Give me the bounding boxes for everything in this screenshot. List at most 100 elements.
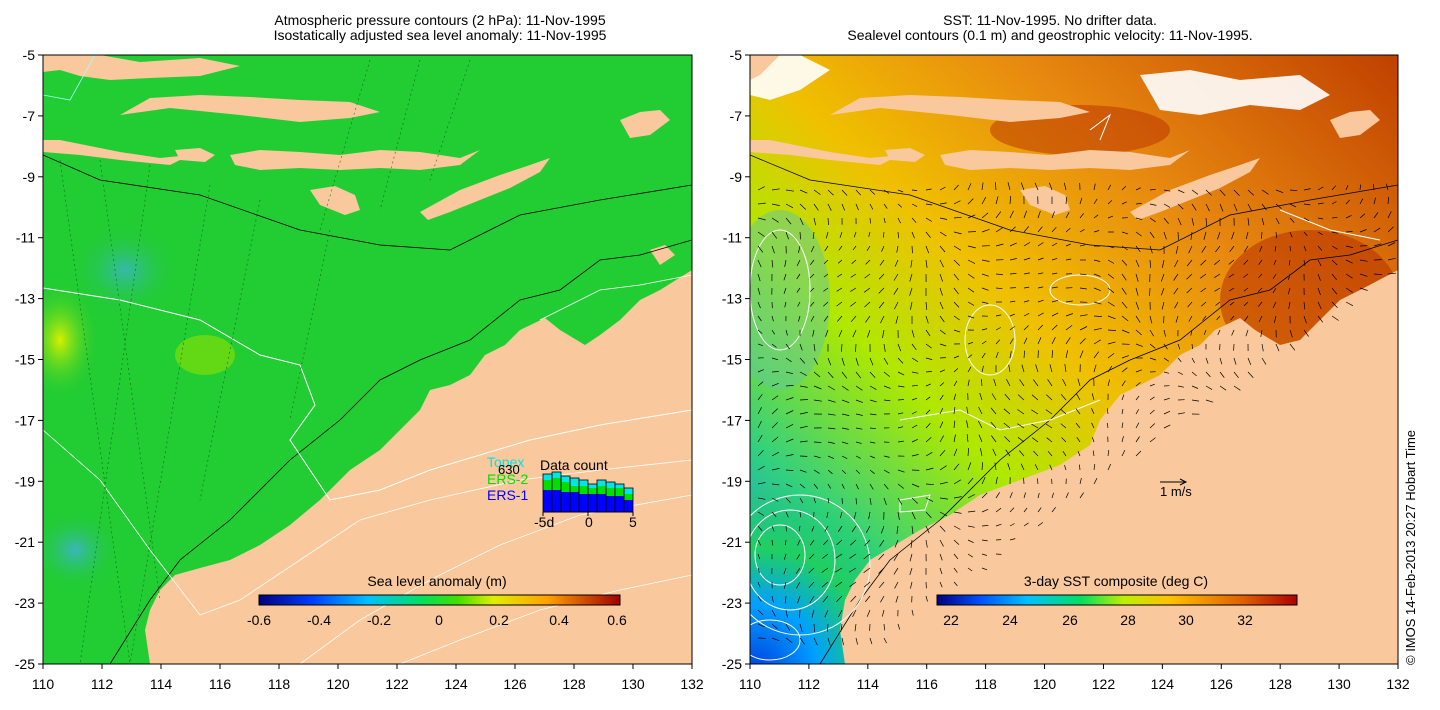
velocity-arrow [827,371,834,379]
velocity-arrow [1051,272,1058,275]
velocity-arrow [868,511,871,520]
velocity-arrow [953,245,961,251]
velocity-arrow [953,368,959,373]
velocity-arrow [967,539,974,544]
velocity-arrow [823,273,829,278]
velocity-arrow [1049,182,1053,191]
velocity-arrow [757,287,761,295]
velocity-arrow [1177,412,1185,415]
velocity-arrow [953,407,956,415]
velocity-arrow [925,203,933,206]
velocity-arrow [771,539,774,546]
velocity-arrow [1009,492,1013,499]
left-y-tick-label: -15 [15,352,35,368]
velocity-arrow [1200,259,1207,266]
velocity-arrow [1191,343,1194,350]
velocity-arrow [757,449,764,457]
velocity-arrow [939,273,943,282]
velocity-arrow [1079,338,1086,345]
velocity-arrow [1190,231,1193,240]
velocity-arrow [1230,315,1235,321]
velocity-arrow [1359,259,1368,262]
velocity-arrow [869,637,873,645]
velocity-arrow [1229,301,1235,306]
velocity-arrow [1331,245,1338,250]
velocity-arrow [1275,203,1282,209]
velocity-arrow [911,245,913,254]
velocity-arrow [1079,314,1088,317]
velocity-arrow [1205,357,1209,364]
velocity-arrow [925,525,930,534]
velocity-arrow [1135,422,1140,429]
velocity-arrow [785,609,788,618]
velocity-arrow [1303,259,1306,267]
velocity-arrow [1317,245,1323,251]
velocity-arrow [1065,350,1069,359]
velocity-arrow [796,553,801,560]
velocity-arrow [967,183,972,191]
velocity-arrow [1061,437,1067,443]
right-x-tick-label: 114 [857,676,880,692]
velocity-arrow [1359,273,1368,277]
velocity-arrow [1345,273,1353,279]
velocity-arrow [1387,257,1396,261]
velocity-arrow [813,385,822,390]
velocity-arrow [771,231,778,239]
sst-tick: 22 [943,612,959,628]
right-x-tick-label: 128 [1269,676,1293,692]
velocity-arrow [813,497,816,504]
velocity-arrow [1260,329,1263,337]
legend-ers2: ERS-2 [487,471,528,487]
velocity-arrow [799,425,808,429]
velocity-arrow [1023,522,1029,527]
velocity-arrow [897,189,904,193]
data-count-bars [542,471,634,516]
velocity-arrow [925,497,934,502]
velocity-arrow [841,637,844,646]
velocity-arrow [1023,507,1028,513]
velocity-arrow [1205,385,1213,390]
velocity-arrow [1049,364,1053,373]
velocity-arrow [878,553,885,561]
velocity-arrow [1051,337,1056,345]
velocity-arrow [785,454,794,457]
velocity-arrow [1079,350,1084,359]
velocity-arrow [1121,380,1126,387]
velocity-arrow [1373,227,1381,233]
velocity-arrow [1243,287,1249,292]
velocity-arrow [967,510,976,513]
velocity-arrow [841,483,845,489]
velocity-arrow [1107,200,1113,205]
velocity-arrow [1163,357,1169,362]
velocity-arrow [1331,201,1337,205]
velocity-arrow [869,203,874,210]
velocity-arrow [939,421,944,429]
velocity-arrow [1009,258,1017,261]
velocity-arrow [1317,273,1321,281]
velocity-arrow [967,379,970,387]
sst-colorbar-title: 3-day SST composite (deg C) [1024,573,1208,589]
velocity-arrow [939,382,945,387]
left-y-tick-label: -13 [15,291,35,307]
velocity-arrow [880,315,885,324]
velocity-arrow [896,525,899,534]
velocity-arrow [1093,315,1102,317]
velocity-arrow [1261,189,1269,195]
velocity-arrow [1065,313,1074,317]
velocity-arrow [911,511,916,520]
velocity-arrow [1047,450,1053,457]
velocity-arrow [1079,326,1088,331]
velocity-arrow [838,329,843,338]
velocity-arrow [799,483,806,489]
velocity-arrow [925,343,932,349]
velocity-arrow [841,203,846,211]
velocity-arrow [1163,371,1170,374]
velocity-arrow [855,343,857,353]
sla-tick: 0.6 [607,612,627,628]
velocity-arrow [1272,301,1277,309]
velocity-arrow [897,217,901,224]
velocity-arrow [864,273,871,279]
velocity-arrow [785,511,789,518]
right-x-tick-label: 132 [1386,676,1410,692]
velocity-arrow [1076,437,1081,443]
